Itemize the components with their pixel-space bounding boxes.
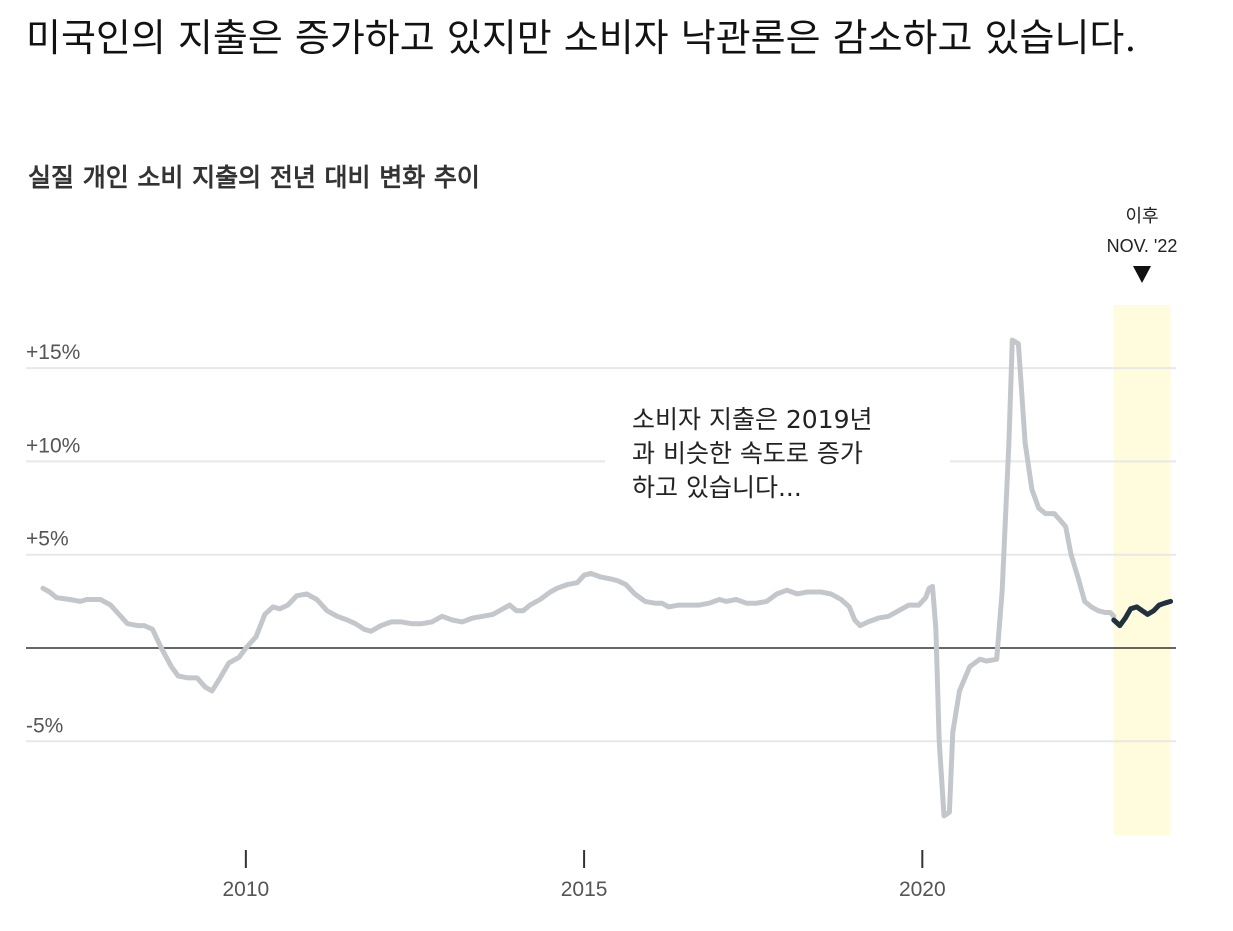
annotation-note-line: 하고 있습니다... <box>632 473 802 502</box>
after-label: 이후 <box>1125 206 1158 226</box>
down-arrow-icon <box>1133 266 1151 283</box>
x-tick-label: 2015 <box>561 878 608 901</box>
y-tick-label: +10% <box>26 434 80 457</box>
x-tick-label: 2020 <box>899 878 946 901</box>
annotation-note-line: 과 비슷한 속도로 증가 <box>632 439 863 468</box>
y-tick-label: +15% <box>26 341 80 364</box>
headline: 미국인의 지출은 증가하고 있지만 소비자 낙관론은 감소하고 있습니다. <box>26 16 1137 60</box>
annotation-note-line: 소비자 지출은 2019년 <box>632 405 873 434</box>
y-tick-label: +5% <box>26 528 69 551</box>
chart-title: 실질 개인 소비 지출의 전년 대비 변화 추이 <box>28 163 480 192</box>
y-tick-label: -5% <box>26 714 63 737</box>
highlight-band <box>1113 305 1171 835</box>
annotation-background <box>605 398 950 510</box>
series-line-after <box>1111 598 1174 629</box>
after-date-label: NOV. '22 <box>1107 236 1178 256</box>
x-tick-label: 2010 <box>222 878 269 901</box>
series-line-before <box>40 337 1117 819</box>
